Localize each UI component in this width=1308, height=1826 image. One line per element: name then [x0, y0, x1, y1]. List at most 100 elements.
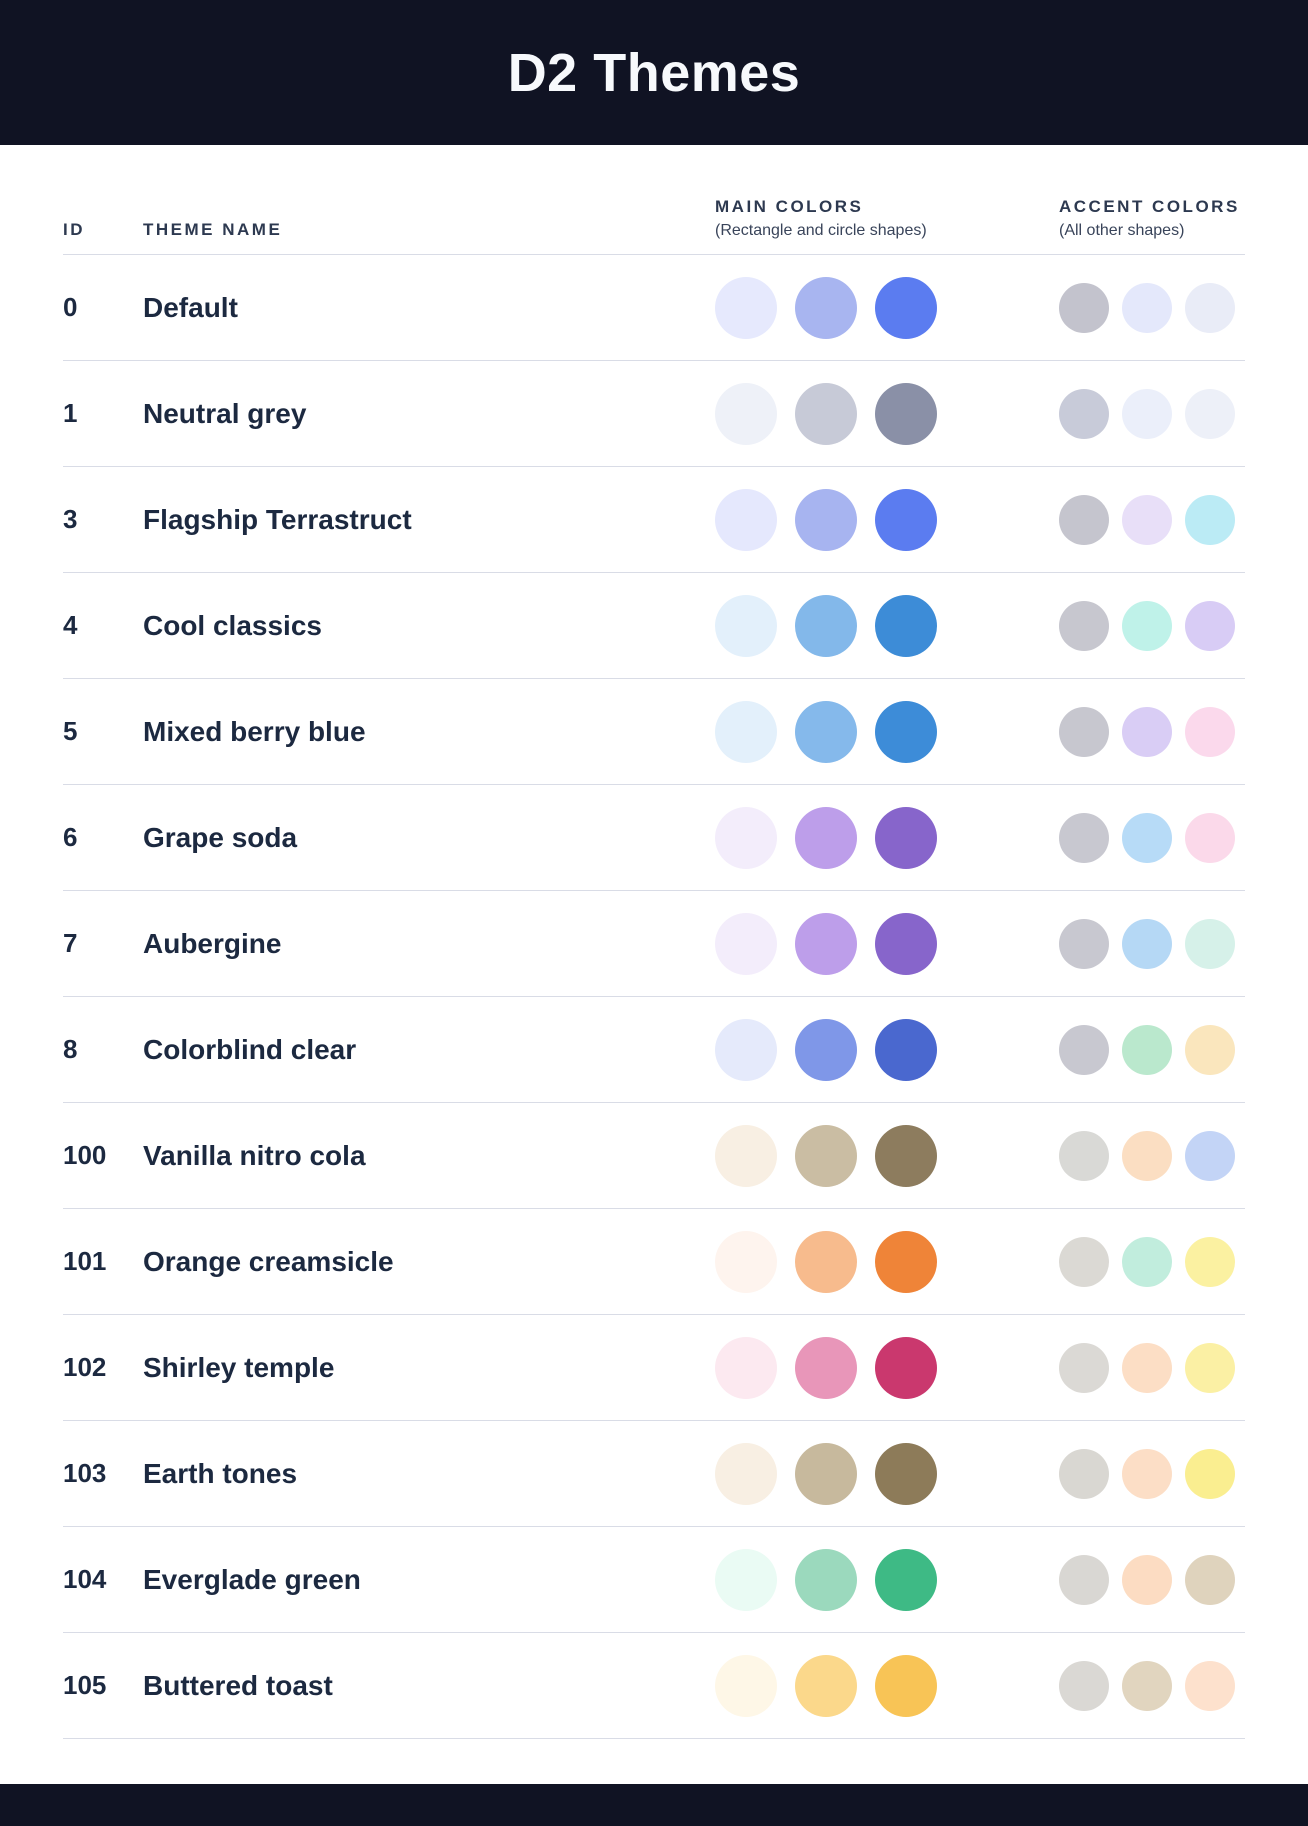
accent-color-swatch — [1122, 1130, 1172, 1181]
accent-color-swatch — [1185, 1448, 1235, 1499]
main-color-swatch — [715, 1124, 777, 1187]
table-row: 8 Colorblind clear — [63, 997, 1245, 1103]
theme-name: Earth tones — [143, 1457, 298, 1489]
main-swatches — [715, 276, 1059, 339]
main-color-swatch — [715, 1442, 777, 1505]
main-color-swatch — [715, 488, 777, 551]
accent-swatches — [1059, 494, 1245, 545]
theme-id: 102 — [63, 1352, 107, 1382]
accent-color-swatch — [1185, 600, 1235, 651]
main-color-swatch — [875, 1230, 937, 1293]
accent-color-swatch — [1122, 1236, 1172, 1287]
table-row: 102 Shirley temple — [63, 1315, 1245, 1421]
main-color-swatch — [715, 700, 777, 763]
accent-color-swatch — [1059, 1342, 1109, 1393]
theme-name: Flagship Terrastruct — [143, 503, 412, 535]
accent-color-swatch — [1122, 812, 1172, 863]
accent-color-swatch — [1059, 282, 1109, 333]
main-swatches — [715, 700, 1059, 763]
main-color-swatch — [795, 1124, 857, 1187]
theme-id: 101 — [63, 1246, 107, 1276]
page-title: D2 Themes — [507, 42, 801, 103]
accent-color-swatch — [1185, 1554, 1235, 1605]
accent-swatches — [1059, 600, 1245, 651]
main-swatches — [715, 594, 1059, 657]
accent-color-swatch — [1059, 1024, 1109, 1075]
accent-color-swatch — [1185, 494, 1235, 545]
accent-swatches — [1059, 918, 1245, 969]
theme-name: Colorblind clear — [143, 1033, 357, 1065]
main-color-swatch — [715, 912, 777, 975]
table-row: 1 Neutral grey — [63, 361, 1245, 467]
accent-color-swatch — [1059, 1660, 1109, 1711]
main-swatches — [715, 1124, 1059, 1187]
accent-swatches — [1059, 282, 1245, 333]
accent-swatches — [1059, 706, 1245, 757]
main-color-swatch — [795, 1548, 857, 1611]
accent-color-swatch — [1059, 1130, 1109, 1181]
main-swatches — [715, 1018, 1059, 1081]
main-color-swatch — [875, 700, 937, 763]
theme-id: 3 — [63, 504, 78, 534]
main-color-swatch — [875, 1442, 937, 1505]
accent-color-swatch — [1122, 388, 1172, 439]
accent-color-swatch — [1185, 1660, 1235, 1711]
table-row: 6 Grape soda — [63, 785, 1245, 891]
theme-id: 1 — [63, 398, 78, 428]
theme-name: Grape soda — [143, 821, 298, 853]
theme-id: 7 — [63, 928, 78, 958]
accent-swatches — [1059, 1554, 1245, 1605]
accent-color-swatch — [1185, 812, 1235, 863]
accent-color-swatch — [1122, 494, 1172, 545]
main-color-swatch — [795, 1654, 857, 1717]
main-color-swatch — [795, 806, 857, 869]
table-row: 104 Everglade green — [63, 1527, 1245, 1633]
theme-name: Orange creamsicle — [143, 1245, 394, 1277]
theme-id: 105 — [63, 1670, 107, 1700]
column-header-id-label: ID — [63, 220, 85, 239]
accent-swatches — [1059, 1130, 1245, 1181]
accent-color-swatch — [1059, 1448, 1109, 1499]
accent-color-swatch — [1122, 1660, 1172, 1711]
column-header-main-colors-subtitle: (Rectangle and circle shapes) — [715, 222, 927, 239]
main-color-swatch — [795, 488, 857, 551]
theme-id: 104 — [63, 1564, 107, 1594]
table-row: 105 Buttered toast — [63, 1633, 1245, 1739]
themes-table: ID THEME NAME MAIN COLORS (Rectangle and… — [0, 145, 1308, 1739]
accent-color-swatch — [1059, 812, 1109, 863]
column-header-theme-name: THEME NAME — [143, 220, 715, 240]
accent-swatches — [1059, 1236, 1245, 1287]
accent-color-swatch — [1122, 1554, 1172, 1605]
accent-swatches — [1059, 1024, 1245, 1075]
theme-name: Shirley temple — [143, 1351, 335, 1383]
table-row: 3 Flagship Terrastruct — [63, 467, 1245, 573]
column-header-main-colors-label: MAIN COLORS — [715, 197, 864, 216]
column-header-id: ID — [63, 220, 143, 240]
theme-id: 5 — [63, 716, 78, 746]
page-footer-bar — [0, 1784, 1308, 1826]
accent-color-swatch — [1059, 706, 1109, 757]
main-swatches — [715, 806, 1059, 869]
table-row: 103 Earth tones — [63, 1421, 1245, 1527]
theme-name: Mixed berry blue — [143, 715, 366, 747]
theme-id: 4 — [63, 610, 78, 640]
accent-color-swatch — [1059, 918, 1109, 969]
table-row: 4 Cool classics — [63, 573, 1245, 679]
main-color-swatch — [715, 594, 777, 657]
main-color-swatch — [875, 1336, 937, 1399]
main-color-swatch — [875, 276, 937, 339]
accent-color-swatch — [1122, 706, 1172, 757]
table-header-row: ID THEME NAME MAIN COLORS (Rectangle and… — [63, 145, 1245, 255]
table-row: 7 Aubergine — [63, 891, 1245, 997]
theme-name: Everglade green — [143, 1563, 361, 1595]
main-color-swatch — [875, 1018, 937, 1081]
accent-color-swatch — [1059, 600, 1109, 651]
main-swatches — [715, 912, 1059, 975]
main-color-swatch — [795, 1018, 857, 1081]
accent-color-swatch — [1122, 1342, 1172, 1393]
theme-name: Aubergine — [143, 927, 282, 959]
column-header-accent-colors: ACCENT COLORS (All other shapes) — [1059, 197, 1245, 240]
theme-id: 100 — [63, 1140, 107, 1170]
column-header-accent-colors-subtitle: (All other shapes) — [1059, 222, 1185, 239]
accent-swatches — [1059, 1660, 1245, 1711]
